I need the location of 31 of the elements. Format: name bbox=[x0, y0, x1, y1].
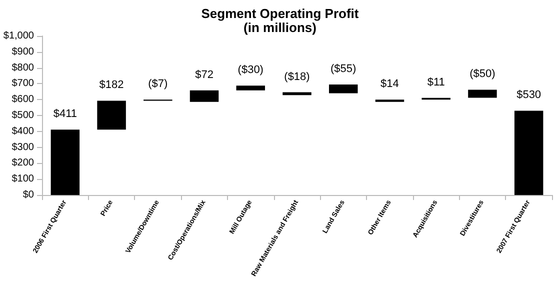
data-label: $411 bbox=[53, 108, 78, 120]
y-tick-label: $0 bbox=[22, 190, 34, 200]
data-label: $72 bbox=[195, 68, 214, 81]
y-tick-label: $700 bbox=[12, 78, 34, 90]
y-tick-label: $100 bbox=[12, 174, 34, 185]
bar bbox=[190, 90, 219, 102]
data-label: $530 bbox=[516, 89, 542, 102]
chart-title: Segment Operating Profit bbox=[201, 6, 360, 21]
bar bbox=[50, 130, 80, 195]
data-label: $14 bbox=[380, 78, 399, 90]
y-tick-label: $300 bbox=[12, 142, 34, 153]
data-label: $182 bbox=[99, 79, 124, 92]
y-tick-label: $900 bbox=[12, 46, 34, 58]
y-tick-label: $500 bbox=[12, 110, 34, 121]
y-tick-label: $800 bbox=[12, 62, 34, 74]
y-tick-label: $200 bbox=[12, 158, 34, 169]
bar bbox=[236, 86, 266, 90]
y-tick-label: $1,000 bbox=[3, 30, 34, 42]
bar bbox=[328, 84, 358, 94]
data-label: ($50) bbox=[470, 68, 496, 80]
bar bbox=[97, 100, 126, 130]
data-label: ($7) bbox=[148, 78, 168, 90]
bar bbox=[468, 90, 497, 98]
data-label: ($18) bbox=[284, 70, 310, 83]
bar bbox=[514, 110, 544, 195]
data-label: $11 bbox=[427, 76, 445, 88]
chart-subtitle: (in millions) bbox=[244, 20, 316, 35]
y-tick-label: $400 bbox=[12, 126, 34, 137]
data-label: ($30) bbox=[238, 64, 264, 76]
y-tick-label: $600 bbox=[12, 94, 34, 106]
data-label: ($55) bbox=[330, 62, 356, 75]
